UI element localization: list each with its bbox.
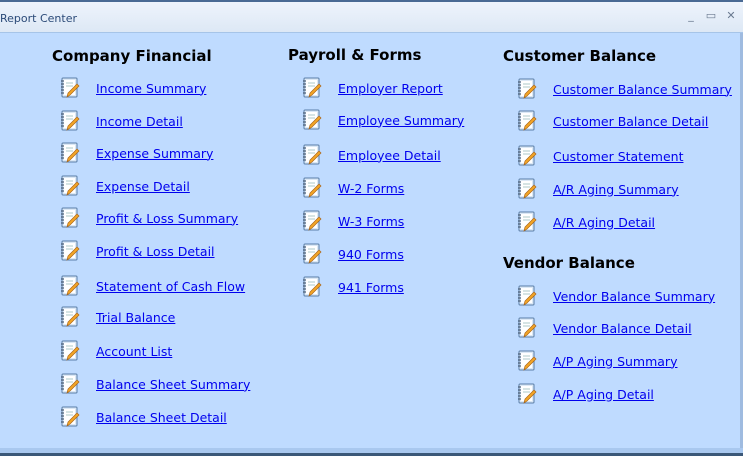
- report-link-941-forms[interactable]: 941 Forms: [300, 275, 404, 299]
- report-link-profit-loss-detail[interactable]: Profit & Loss Detail: [58, 239, 215, 263]
- report-link-statement-of-cash-flow[interactable]: Statement of Cash Flow: [58, 274, 245, 298]
- report-link-employee-detail[interactable]: Employee Detail: [300, 143, 441, 167]
- report-link-customer-balance-detail[interactable]: Customer Balance Detail: [515, 109, 708, 133]
- report-link-a-r-aging-detail[interactable]: A/R Aging Detail: [515, 210, 655, 234]
- report-link-label[interactable]: Income Summary: [96, 80, 207, 96]
- report-link-w-2-forms[interactable]: W-2 Forms: [300, 176, 404, 200]
- report-link-label[interactable]: Income Detail: [96, 113, 183, 129]
- report-link-trial-balance[interactable]: Trial Balance: [58, 305, 175, 329]
- report-link-label[interactable]: Employee Summary: [338, 112, 465, 128]
- report-link-a-p-aging-detail[interactable]: A/P Aging Detail: [515, 382, 654, 406]
- report-icon[interactable]: [58, 109, 82, 133]
- report-link-label[interactable]: Employee Detail: [338, 147, 441, 163]
- report-link-label[interactable]: 941 Forms: [338, 279, 404, 295]
- window-border: [0, 448, 743, 453]
- report-link-employee-summary[interactable]: Employee Summary: [300, 108, 464, 132]
- report-icon[interactable]: [300, 176, 324, 200]
- report-link-label[interactable]: Expense Summary: [96, 145, 214, 161]
- report-link-income-detail[interactable]: Income Detail: [58, 109, 183, 133]
- report-icon[interactable]: [58, 76, 82, 100]
- report-icon[interactable]: [300, 108, 324, 132]
- report-link-label[interactable]: Balance Sheet Summary: [96, 376, 251, 392]
- minimize-button[interactable]: _: [688, 9, 694, 22]
- maximize-button[interactable]: ▭: [705, 9, 717, 22]
- window-title: Report Center: [0, 12, 77, 25]
- window-border: [740, 33, 743, 456]
- report-link-vendor-balance-detail[interactable]: Vendor Balance Detail: [515, 316, 692, 340]
- report-icon[interactable]: [300, 143, 324, 167]
- report-link-customer-balance-summary[interactable]: Customer Balance Summary: [515, 77, 732, 101]
- report-link-label[interactable]: Customer Balance Summary: [553, 81, 732, 97]
- report-link-customer-statement[interactable]: Customer Statement: [515, 144, 683, 168]
- report-link-vendor-balance-summary[interactable]: Vendor Balance Summary: [515, 284, 715, 308]
- report-link-label[interactable]: Customer Statement: [553, 148, 684, 164]
- report-link-label[interactable]: Account List: [96, 343, 173, 359]
- report-icon[interactable]: [300, 275, 324, 299]
- report-link-label[interactable]: Profit & Loss Summary: [96, 210, 239, 226]
- report-icon[interactable]: [58, 141, 82, 165]
- report-icon[interactable]: [58, 305, 82, 329]
- section-heading-vendor-balance: Vendor Balance: [503, 254, 635, 272]
- window-border: [0, 453, 743, 456]
- report-link-label[interactable]: A/R Aging Detail: [553, 214, 656, 230]
- report-icon[interactable]: [515, 382, 539, 406]
- report-icon[interactable]: [58, 274, 82, 298]
- report-icon[interactable]: [58, 372, 82, 396]
- report-link-expense-detail[interactable]: Expense Detail: [58, 174, 190, 198]
- report-link-label[interactable]: Employer Report: [338, 80, 443, 96]
- report-icon[interactable]: [515, 284, 539, 308]
- report-icon[interactable]: [515, 144, 539, 168]
- report-icon[interactable]: [58, 239, 82, 263]
- report-link-label[interactable]: Statement of Cash Flow: [96, 278, 246, 294]
- report-icon[interactable]: [58, 174, 82, 198]
- report-icon[interactable]: [300, 76, 324, 100]
- report-link-profit-loss-summary[interactable]: Profit & Loss Summary: [58, 206, 238, 230]
- report-link-label[interactable]: Trial Balance: [96, 309, 176, 325]
- close-button[interactable]: ✕: [726, 9, 736, 22]
- report-icon[interactable]: [515, 109, 539, 133]
- report-link-employer-report[interactable]: Employer Report: [300, 76, 443, 100]
- report-link-a-p-aging-summary[interactable]: A/P Aging Summary: [515, 349, 677, 373]
- report-icon[interactable]: [58, 405, 82, 429]
- report-link-label[interactable]: A/P Aging Summary: [553, 353, 678, 369]
- report-center-panel: [0, 33, 740, 448]
- report-icon[interactable]: [300, 209, 324, 233]
- report-link-label[interactable]: Expense Detail: [96, 178, 190, 194]
- report-link-account-list[interactable]: Account List: [58, 339, 172, 363]
- report-link-label[interactable]: Balance Sheet Detail: [96, 409, 227, 425]
- report-link-label[interactable]: Profit & Loss Detail: [96, 243, 215, 259]
- report-link-label[interactable]: A/P Aging Detail: [553, 386, 654, 402]
- report-link-w-3-forms[interactable]: W-3 Forms: [300, 209, 404, 233]
- report-link-balance-sheet-detail[interactable]: Balance Sheet Detail: [58, 405, 227, 429]
- report-link-a-r-aging-summary[interactable]: A/R Aging Summary: [515, 177, 679, 201]
- report-icon[interactable]: [515, 77, 539, 101]
- report-icon[interactable]: [58, 339, 82, 363]
- report-link-balance-sheet-summary[interactable]: Balance Sheet Summary: [58, 372, 250, 396]
- report-icon[interactable]: [515, 316, 539, 340]
- section-heading-payroll-forms: Payroll & Forms: [288, 46, 422, 64]
- report-link-label[interactable]: W-2 Forms: [338, 180, 405, 196]
- report-link-label[interactable]: A/R Aging Summary: [553, 181, 679, 197]
- title-bar: Report Center _ ▭ ✕: [0, 0, 743, 33]
- report-icon[interactable]: [58, 206, 82, 230]
- report-link-label[interactable]: Vendor Balance Detail: [553, 320, 692, 336]
- report-link-label[interactable]: W-3 Forms: [338, 213, 405, 229]
- report-icon[interactable]: [515, 349, 539, 373]
- report-link-label[interactable]: Vendor Balance Summary: [553, 288, 716, 304]
- report-link-940-forms[interactable]: 940 Forms: [300, 242, 404, 266]
- section-heading-company-financial: Company Financial: [52, 47, 212, 65]
- report-icon[interactable]: [515, 177, 539, 201]
- report-link-label[interactable]: 940 Forms: [338, 246, 404, 262]
- section-heading-customer-balance: Customer Balance: [503, 47, 657, 65]
- report-icon[interactable]: [300, 242, 324, 266]
- report-link-income-summary[interactable]: Income Summary: [58, 76, 206, 100]
- report-link-expense-summary[interactable]: Expense Summary: [58, 141, 213, 165]
- report-icon[interactable]: [515, 210, 539, 234]
- report-link-label[interactable]: Customer Balance Detail: [553, 113, 709, 129]
